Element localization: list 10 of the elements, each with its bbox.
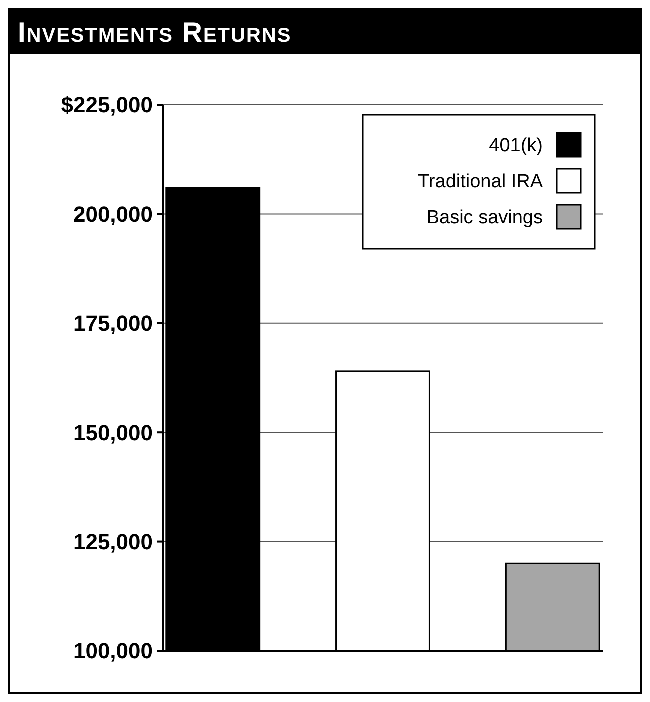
legend-label: Basic savings (426, 208, 543, 229)
chart-title: Investments Returns (18, 17, 292, 48)
y-tick-label: 100,000 (73, 638, 153, 664)
y-tick-label: 175,000 (73, 311, 153, 336)
y-tick-label: 125,000 (73, 530, 153, 554)
legend-label: 401(k) (489, 136, 543, 157)
y-tick-label: 200,000 (73, 202, 153, 227)
y-tick-label: 150,000 (73, 420, 153, 446)
y-tick-label: $225,000 (61, 92, 153, 118)
legend-label: Traditional IRA (418, 172, 544, 193)
